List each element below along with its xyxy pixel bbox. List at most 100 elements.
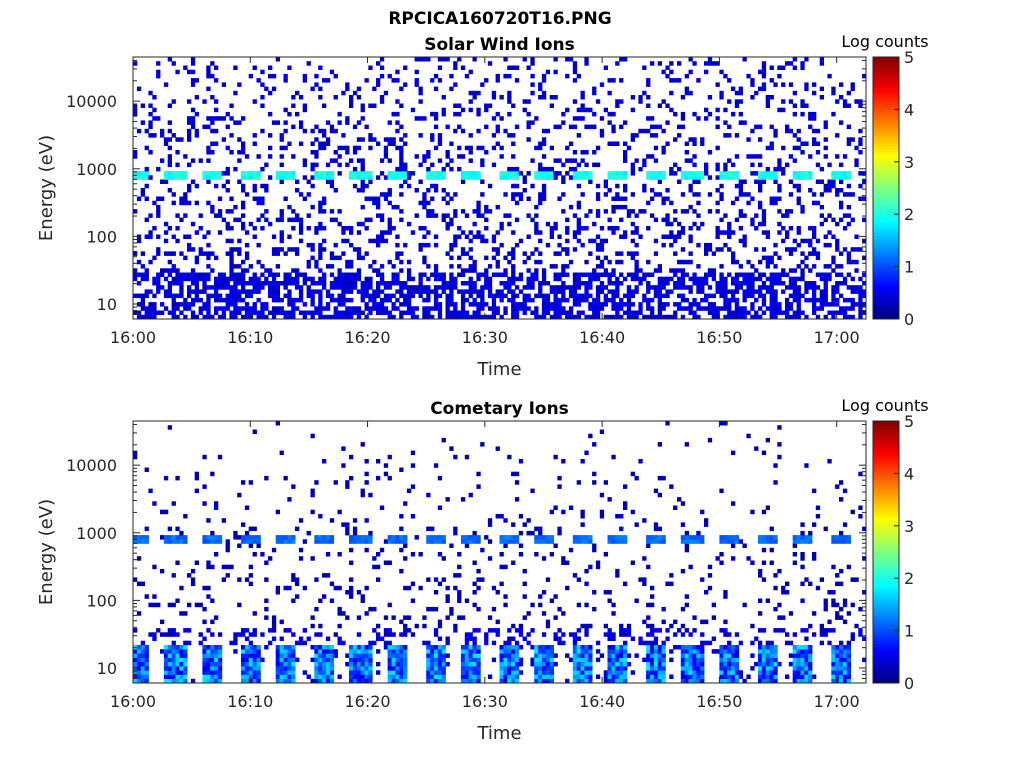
heatmap-cell	[430, 535, 435, 540]
heatmap-cell	[237, 602, 242, 608]
heatmap-cell	[187, 285, 192, 290]
heatmap-cell	[217, 666, 223, 671]
heatmap-cell	[507, 678, 512, 684]
heatmap-cell	[437, 475, 443, 481]
heatmap-cell	[144, 678, 149, 684]
heatmap-cell	[642, 293, 647, 299]
heatmap-cell	[248, 564, 253, 570]
heatmap-cell	[738, 281, 743, 286]
heatmap-cell	[275, 421, 280, 426]
heatmap-cell	[298, 556, 304, 561]
heatmap-cell	[202, 539, 207, 544]
heatmap-cell	[611, 293, 616, 299]
heatmap-cell	[754, 314, 759, 320]
heatmap-cell	[677, 293, 682, 299]
heatmap-cell	[360, 442, 365, 447]
heatmap-cell	[734, 196, 740, 201]
heatmap-cell	[507, 666, 512, 671]
heatmap-cell	[148, 289, 153, 294]
heatmap-cell	[727, 289, 732, 294]
heatmap-cell	[568, 285, 574, 290]
heatmap-cell	[349, 171, 354, 176]
heatmap-cell	[468, 653, 473, 658]
heatmap-cell	[781, 166, 786, 172]
heatmap-cell	[796, 293, 801, 299]
heatmap-cell	[568, 204, 574, 210]
heatmap-cell	[642, 297, 647, 303]
heatmap-cell	[511, 276, 516, 282]
heatmap-cell	[727, 302, 732, 307]
heatmap-cell	[179, 645, 184, 650]
heatmap-cell	[846, 272, 851, 277]
heatmap-cell	[619, 217, 624, 223]
heatmap-cell	[217, 454, 223, 460]
heatmap-cell	[352, 530, 358, 536]
heatmap-cell	[514, 471, 520, 477]
heatmap-cell	[773, 200, 778, 206]
heatmap-cell	[572, 150, 578, 155]
heatmap-cell	[549, 175, 554, 180]
heatmap-cell	[183, 200, 188, 206]
heatmap-cell	[800, 175, 805, 180]
heatmap-cell	[399, 657, 404, 663]
heatmap-cell	[183, 678, 188, 684]
heatmap-cell	[349, 103, 354, 108]
heatmap-cell	[206, 145, 211, 151]
heatmap-cell	[449, 543, 454, 548]
heatmap-cell	[318, 657, 323, 663]
colorbar-tick-label: 3	[904, 153, 914, 172]
heatmap-cell	[360, 535, 365, 540]
heatmap-cell	[815, 285, 821, 290]
heatmap-cell	[584, 581, 589, 587]
colorbar-swatch	[873, 101, 899, 105]
heatmap-cell	[862, 179, 867, 184]
heatmap-cell	[310, 314, 315, 320]
heatmap-cell	[534, 145, 539, 151]
heatmap-cell	[183, 192, 188, 197]
heatmap-cell	[221, 276, 226, 282]
heatmap-cell	[190, 268, 196, 273]
heatmap-cell	[252, 674, 257, 679]
heatmap-cell	[217, 539, 223, 544]
heatmap-cell	[823, 293, 828, 299]
heatmap-cell	[507, 175, 512, 180]
heatmap-cell	[383, 145, 389, 151]
heatmap-cell	[503, 666, 508, 671]
heatmap-cell	[761, 175, 767, 180]
heatmap-cell	[160, 158, 165, 163]
heatmap-cell	[549, 314, 554, 320]
heatmap-cell	[576, 645, 581, 650]
heatmap-cell	[287, 535, 292, 540]
heatmap-cell	[167, 289, 172, 294]
heatmap-cell	[491, 133, 497, 138]
heatmap-cell	[256, 289, 261, 294]
heatmap-cell	[352, 281, 358, 286]
heatmap-cell	[499, 539, 504, 544]
heatmap-cell	[607, 590, 612, 595]
heatmap-cell	[812, 111, 817, 117]
heatmap-cell	[773, 133, 778, 138]
heatmap-cell	[241, 145, 246, 151]
heatmap-cell	[553, 69, 558, 75]
heatmap-cell	[352, 175, 358, 180]
heatmap-cell	[349, 259, 354, 265]
heatmap-cell	[769, 285, 774, 290]
heatmap-cell	[163, 293, 169, 299]
heatmap-cell	[491, 310, 497, 315]
heatmap-cell	[607, 78, 612, 83]
heatmap-cell	[522, 99, 527, 104]
heatmap-cell	[754, 276, 759, 282]
heatmap-cell	[133, 310, 138, 315]
heatmap-cell	[406, 272, 412, 277]
heatmap-cell	[437, 57, 443, 62]
heatmap-cell	[758, 183, 763, 189]
heatmap-cell	[538, 166, 543, 172]
heatmap-cell	[607, 141, 612, 146]
heatmap-cell	[399, 526, 404, 532]
heatmap-cell	[607, 636, 612, 641]
heatmap-cell	[206, 678, 211, 684]
heatmap-cell	[352, 171, 358, 176]
heatmap-cell	[410, 285, 416, 290]
heatmap-cell	[773, 276, 778, 282]
heatmap-cell	[684, 171, 689, 176]
